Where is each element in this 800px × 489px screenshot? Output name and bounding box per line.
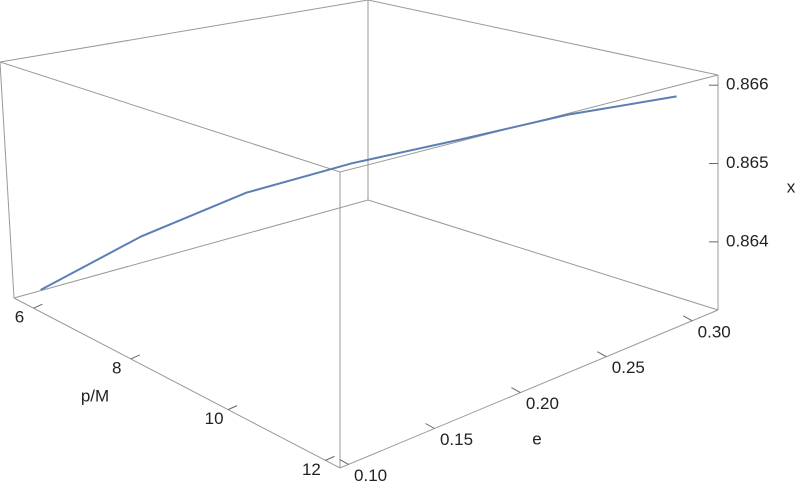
x-tick: [130, 354, 140, 360]
curve: [40, 95, 677, 291]
y-tick-label: 0.30: [698, 322, 731, 341]
y-tick: [597, 351, 607, 358]
y-tick: [511, 387, 521, 394]
y-axis-label: e: [532, 429, 541, 448]
x-tick-label: 10: [205, 409, 224, 428]
x-axis-label: p/M: [81, 386, 109, 405]
box-bottom-back: [13, 199, 719, 311]
y-tick: [339, 458, 349, 465]
x-tick-label: 8: [112, 358, 121, 377]
y-tick-label: 0.20: [526, 394, 559, 413]
x-tick-label: 12: [302, 460, 321, 479]
y-tick: [425, 423, 435, 429]
x-tick: [227, 405, 238, 411]
x-tick: [325, 455, 335, 461]
z-tick-label: 0.866: [726, 75, 769, 94]
y-tick-label: 0.25: [612, 358, 645, 377]
z-tick-label: 0.864: [726, 231, 769, 250]
x-tick: [33, 303, 43, 309]
box: [0, 0, 719, 469]
z-axis-label: x: [787, 177, 796, 196]
box-bottom-front: [13, 297, 719, 469]
box-edge: [0, 61, 15, 299]
y-tick-label: 0.10: [354, 466, 387, 485]
box-top: [0, 0, 719, 173]
z-tick-label: 0.865: [726, 153, 769, 172]
y-tick: [682, 315, 693, 322]
x-tick-label: 6: [15, 308, 24, 327]
y-tick-label: 0.15: [440, 430, 473, 449]
